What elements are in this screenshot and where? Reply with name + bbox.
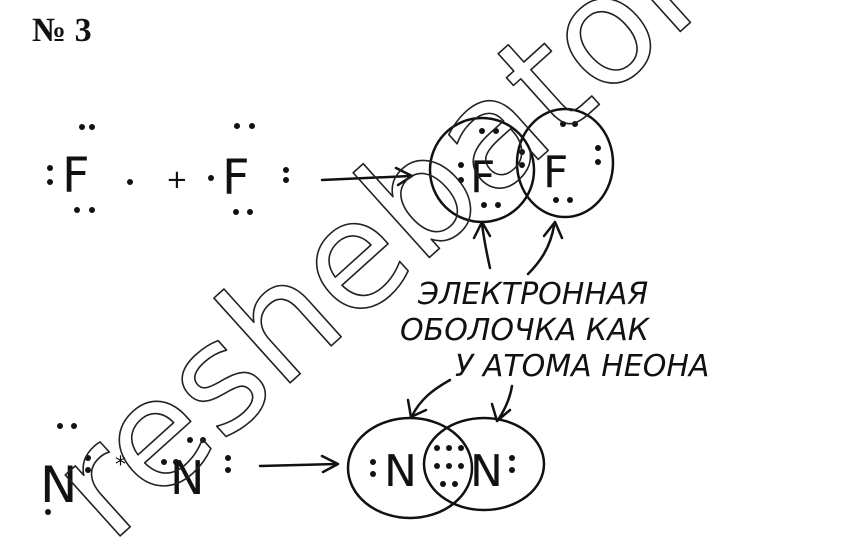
shell-pointer-arrows-fluorine (472, 220, 564, 276)
nitrogen-molecule-left: N (384, 446, 417, 497)
nitrogen-molecule-electrons (370, 445, 515, 487)
nitrogen-right-electrons (161, 437, 231, 473)
nitrogen-left-electrons (45, 423, 91, 515)
fluorine-atom-left: F (62, 148, 90, 204)
plus-sign: + (166, 165, 188, 195)
nitrogen-molecule-right: N (470, 446, 503, 497)
task-number: № 3 (32, 12, 92, 49)
reaction-arrow-nitrogen (258, 454, 340, 474)
fluorine-atom-right: F (222, 150, 250, 206)
annotation-line-1: ЭЛЕКТРОННАЯ (417, 277, 648, 312)
fluorine-left-electrons (47, 124, 133, 213)
nitrogen-atom-left: N (40, 456, 77, 514)
reaction-arrow-fluorine (320, 166, 414, 187)
fluorine-molecule-electrons (458, 121, 601, 208)
shell-pointer-arrows-nitrogen (406, 378, 514, 423)
fluorine-right-electrons (208, 123, 289, 215)
annotation-line-3: У АТОМА НЕОНА (455, 349, 709, 384)
fluorine-molecule-left: F (470, 152, 495, 203)
electron-cross: * (115, 453, 126, 478)
fluorine-molecule-right: F (543, 147, 568, 198)
nitrogen-molecule-shells (346, 416, 546, 520)
annotation-line-2: ОБОЛОЧКА КАК (400, 313, 651, 348)
